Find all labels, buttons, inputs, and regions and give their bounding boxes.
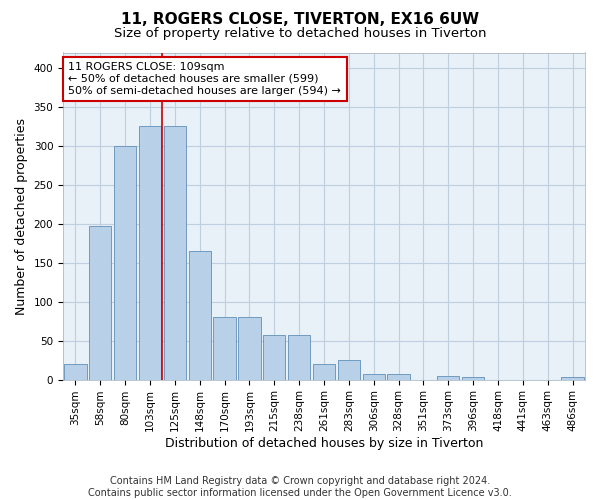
Y-axis label: Number of detached properties: Number of detached properties [15,118,28,314]
Text: Contains HM Land Registry data © Crown copyright and database right 2024.
Contai: Contains HM Land Registry data © Crown c… [88,476,512,498]
Bar [238,318,260,380]
Bar [89,226,112,380]
Bar [338,360,360,380]
Bar [188,251,211,380]
Bar [64,364,86,380]
Bar [139,126,161,380]
Text: 11 ROGERS CLOSE: 109sqm
← 50% of detached houses are smaller (599)
50% of semi-d: 11 ROGERS CLOSE: 109sqm ← 50% of detache… [68,62,341,96]
Bar [164,126,186,380]
Bar [288,335,310,380]
Bar [388,374,410,380]
Bar [562,378,584,380]
Bar [313,364,335,380]
Text: 11, ROGERS CLOSE, TIVERTON, EX16 6UW: 11, ROGERS CLOSE, TIVERTON, EX16 6UW [121,12,479,28]
Bar [437,376,460,380]
Bar [214,318,236,380]
Bar [462,378,484,380]
Bar [362,374,385,380]
Bar [114,146,136,380]
Text: Size of property relative to detached houses in Tiverton: Size of property relative to detached ho… [114,28,486,40]
Bar [263,335,286,380]
X-axis label: Distribution of detached houses by size in Tiverton: Distribution of detached houses by size … [165,437,483,450]
